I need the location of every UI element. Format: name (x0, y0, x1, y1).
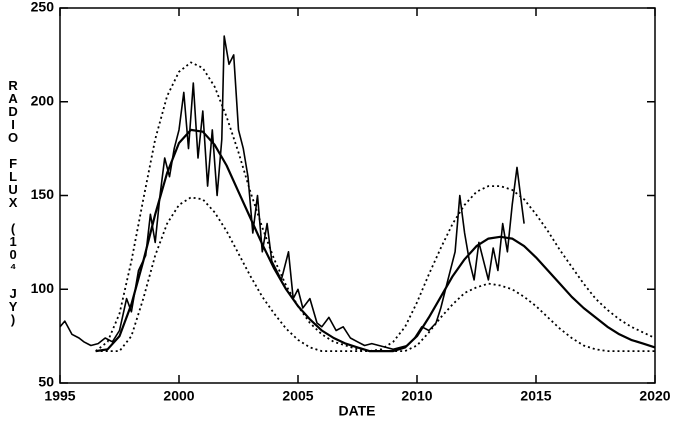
x-tick-label: 2005 (282, 388, 313, 404)
x-tick-label: 2015 (520, 388, 551, 404)
y-axis-label: RADIO FLUX (10⁴ JY) (6, 78, 21, 327)
x-tick-label: 2000 (163, 388, 194, 404)
y-tick-label: 150 (31, 186, 55, 202)
y-tick-label: 250 (31, 0, 55, 15)
data-line (95, 128, 656, 353)
x-tick-label: 2010 (401, 388, 432, 404)
y-tick-label: 200 (31, 92, 55, 108)
y-tick-label: 100 (31, 280, 55, 296)
bound-line (95, 196, 655, 352)
x-tick-label: 1995 (44, 388, 75, 404)
x-axis-label: DATE (338, 403, 375, 419)
x-tick-label: 2020 (639, 388, 670, 404)
bound-line (95, 61, 656, 352)
plot-frame (59, 7, 656, 384)
y-tick-label: 50 (38, 374, 54, 390)
